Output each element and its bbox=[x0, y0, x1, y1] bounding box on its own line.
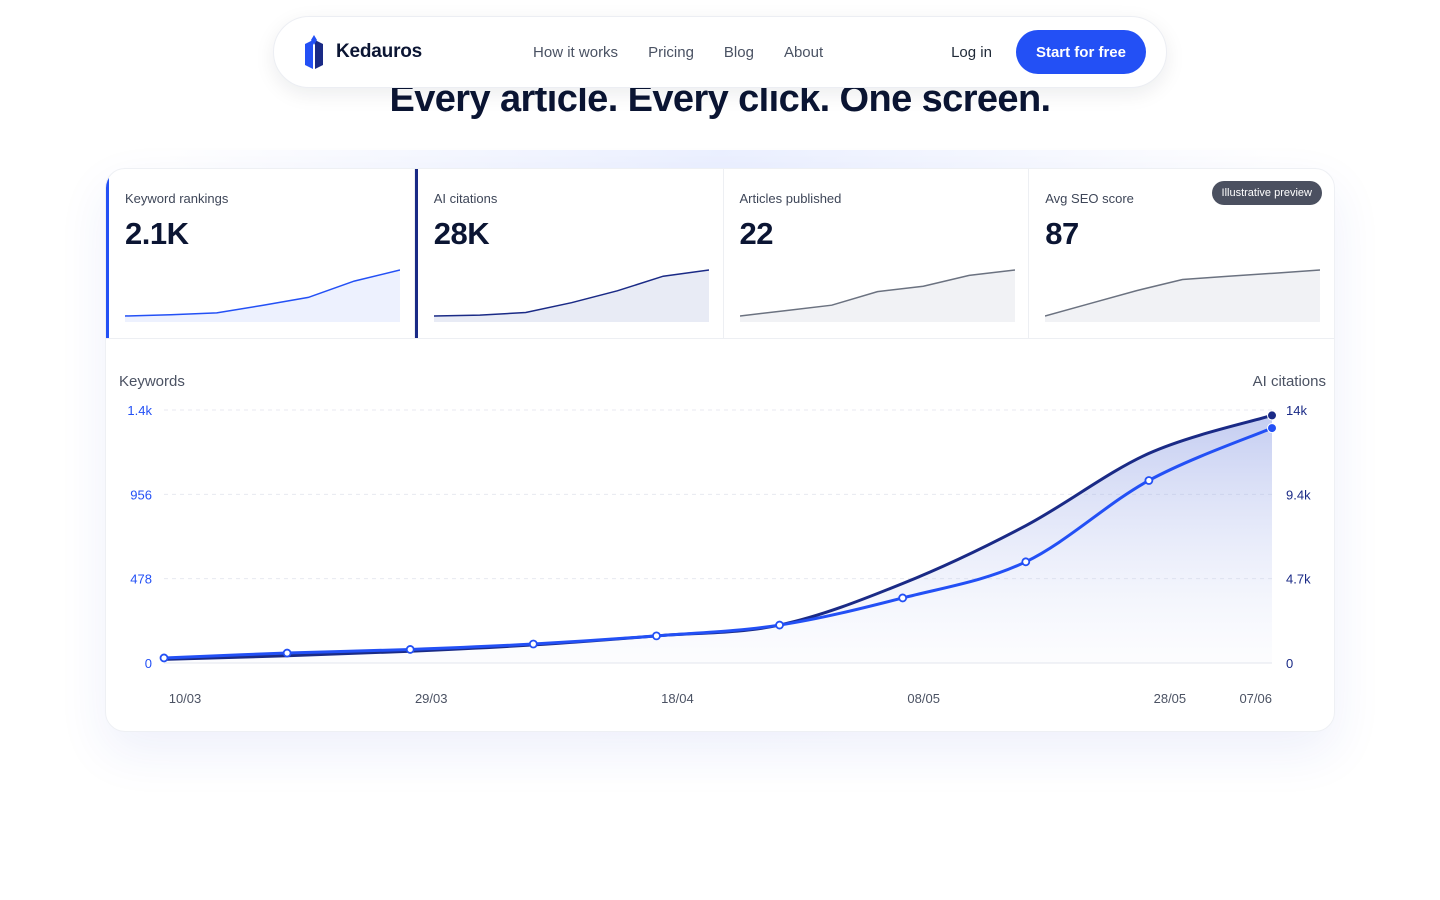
keywords-point bbox=[282, 648, 292, 658]
kpi-label: Avg SEO score bbox=[1045, 191, 1134, 206]
sparkline-line bbox=[739, 269, 1015, 317]
login-link[interactable]: Log in bbox=[951, 43, 992, 61]
nav-link-blog[interactable]: Blog bbox=[723, 43, 754, 61]
keywords-point bbox=[652, 631, 661, 641]
x-tick-label: 18/04 bbox=[661, 691, 694, 706]
top-navbar: Kedauros How it works Pricing Blog About… bbox=[273, 16, 1167, 88]
kpi-avg-seo-score[interactable]: Avg SEO score 87 Illustrative preview bbox=[1029, 169, 1334, 338]
brand[interactable]: Kedauros bbox=[302, 35, 422, 69]
sparkline-line bbox=[1045, 269, 1321, 317]
kpi-label: Keyword rankings bbox=[125, 191, 229, 206]
kedauros-logo-icon bbox=[305, 35, 323, 69]
dashboard-preview-card: Keyword rankings 2.1K AI citations 28K A… bbox=[105, 168, 1335, 732]
left-axis-title: Keywords bbox=[119, 373, 185, 390]
keywords-point bbox=[1267, 423, 1277, 434]
keywords-point bbox=[1021, 557, 1031, 567]
ai-citations-area bbox=[164, 415, 1272, 663]
sparkline-area bbox=[125, 270, 400, 322]
left-tick-label: 1.4k bbox=[127, 403, 152, 418]
right-tick-label: 14k bbox=[1286, 403, 1307, 418]
keywords-citations-chart: 0 0 478 4.7k 956 9.4k 1.4k 14k 10/03 29/03 18/04 08… bbox=[127, 403, 1311, 706]
x-tick-label: 08/05 bbox=[907, 691, 940, 706]
left-tick-label: 478 bbox=[130, 572, 152, 587]
kpi-sparkline bbox=[433, 269, 709, 322]
keywords-point bbox=[159, 653, 169, 663]
kpi-keyword-rankings[interactable]: Keyword rankings 2.1K bbox=[106, 169, 415, 338]
kpi-articles-published[interactable]: Articles published 22 bbox=[724, 169, 1030, 338]
kpi-sparkline bbox=[739, 269, 1015, 322]
keywords-point bbox=[775, 620, 784, 630]
left-tick-label: 0 bbox=[145, 656, 152, 671]
kpi-sparkline bbox=[1045, 269, 1321, 322]
x-tick-label: 29/03 bbox=[415, 691, 448, 706]
kpi-row: Keyword rankings 2.1K AI citations 28K A… bbox=[106, 169, 1334, 339]
kpi-sparkline bbox=[125, 269, 400, 322]
right-axis-title: AI citations bbox=[1252, 373, 1326, 390]
nav-link-pricing[interactable]: Pricing bbox=[648, 43, 694, 61]
x-tick-label: 28/05 bbox=[1154, 691, 1187, 706]
sparkline-line bbox=[125, 269, 400, 317]
keywords-point bbox=[528, 639, 538, 649]
x-tick-label: 07/06 bbox=[1239, 691, 1272, 706]
kpi-value: 87 bbox=[1045, 216, 1079, 251]
kpi-value: 2.1K bbox=[125, 216, 189, 251]
brand-name: Kedauros bbox=[336, 41, 423, 62]
sparkline-area bbox=[433, 270, 709, 322]
sparkline-area bbox=[1045, 270, 1321, 322]
nav-link-about[interactable]: About bbox=[783, 43, 824, 61]
kpi-ai-citations[interactable]: AI citations 28K bbox=[414, 169, 724, 338]
right-tick-label: 9.4k bbox=[1286, 487, 1311, 502]
left-tick-label: 956 bbox=[130, 487, 152, 502]
start-for-free-button[interactable]: Start for free bbox=[1015, 30, 1146, 74]
sparkline-area bbox=[739, 270, 1015, 322]
keywords-line bbox=[163, 426, 1273, 660]
keywords-point bbox=[1144, 476, 1154, 485]
ai-citations-point bbox=[1267, 410, 1277, 421]
sparkline-line bbox=[433, 269, 709, 317]
keywords-point bbox=[405, 645, 415, 654]
right-tick-label: 0 bbox=[1286, 656, 1293, 671]
illustrative-preview-badge: Illustrative preview bbox=[1211, 181, 1322, 205]
kpi-label: AI citations bbox=[433, 191, 498, 206]
nav-links: How it works Pricing Blog About bbox=[533, 44, 823, 61]
kpi-label: Articles published bbox=[739, 191, 842, 206]
nav-actions: Log in Start for free bbox=[951, 30, 1146, 74]
keywords-point bbox=[898, 593, 908, 603]
nav-link-how-it-works[interactable]: How it works bbox=[533, 43, 619, 61]
kpi-value: 22 bbox=[739, 216, 774, 251]
main-chart-area: 0 0 478 4.7k 956 9.4k 1.4k 14k 10/03 29/03 18/04 08… bbox=[106, 339, 1334, 731]
x-tick-label: 10/03 bbox=[169, 691, 202, 706]
right-tick-label: 4.7k bbox=[1286, 572, 1311, 587]
kpi-value: 28K bbox=[433, 216, 490, 251]
